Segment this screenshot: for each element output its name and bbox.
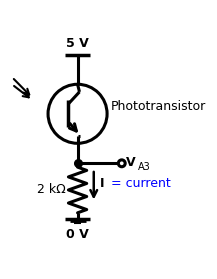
Text: = current: = current	[107, 177, 171, 190]
Text: 2 kΩ: 2 kΩ	[37, 184, 66, 196]
Text: I: I	[99, 177, 104, 190]
Text: Phototransistor: Phototransistor	[111, 100, 206, 113]
Text: 5 V: 5 V	[66, 37, 89, 50]
Text: 0 V: 0 V	[66, 228, 89, 241]
Text: V: V	[126, 156, 136, 169]
Text: A3: A3	[138, 162, 150, 172]
Circle shape	[118, 160, 125, 167]
